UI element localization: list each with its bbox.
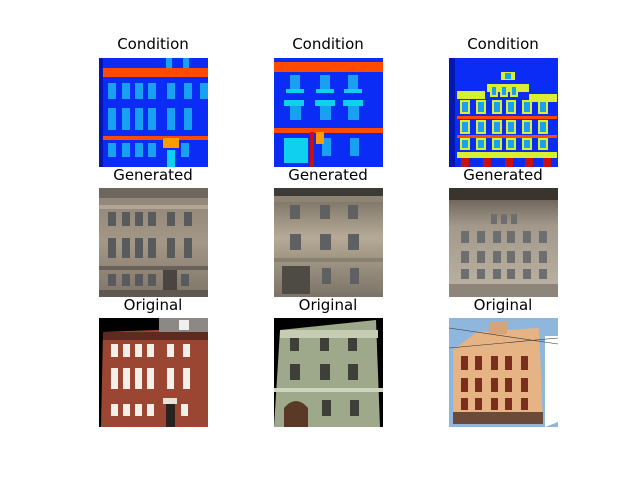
original-image-2 <box>274 318 383 427</box>
generated-image-3 <box>449 188 558 297</box>
panel-title: Original <box>123 296 183 314</box>
panel-title: Generated <box>113 166 193 184</box>
panel-title: Condition <box>292 35 364 53</box>
condition-image-1 <box>99 58 208 167</box>
condition-image-2 <box>274 58 383 167</box>
condition-image-3 <box>449 58 558 167</box>
panel-title: Generated <box>288 166 368 184</box>
panel-title: Condition <box>467 35 539 53</box>
panel-title: Original <box>473 296 533 314</box>
generated-image-1 <box>99 188 208 297</box>
generated-image-2 <box>274 188 383 297</box>
panel-title: Original <box>298 296 358 314</box>
original-image-1 <box>99 318 208 427</box>
original-image-3 <box>449 318 558 427</box>
panel-title: Condition <box>117 35 189 53</box>
panel-title: Generated <box>463 166 543 184</box>
